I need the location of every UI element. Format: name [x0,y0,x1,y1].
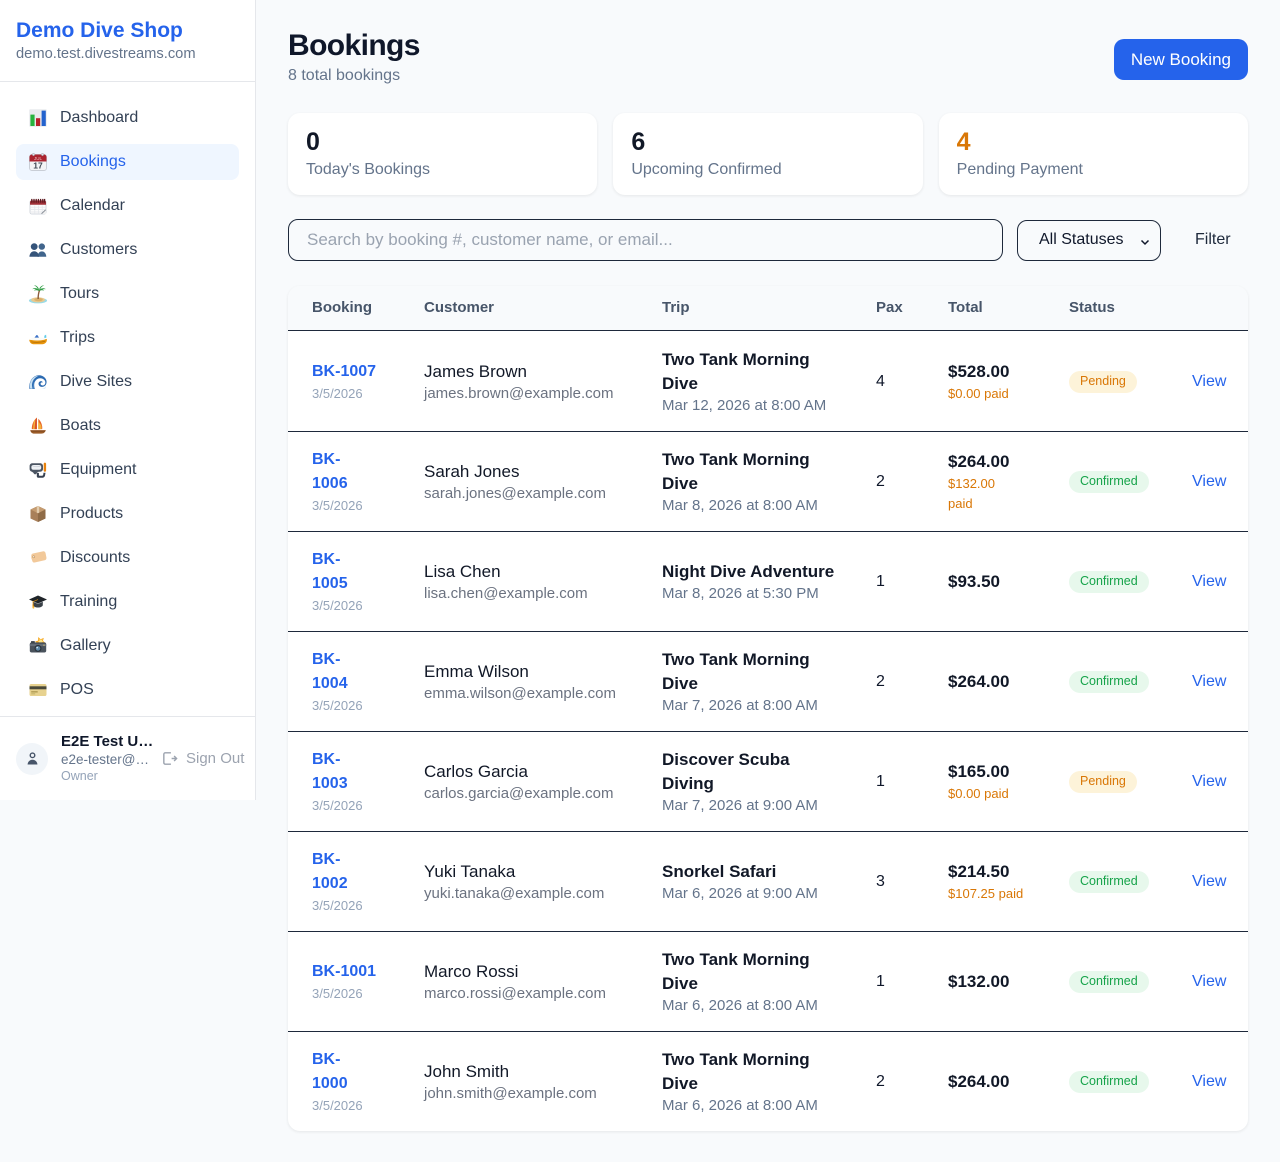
svg-text:JUL: JUL [34,156,42,161]
svg-text:17: 17 [33,161,43,171]
